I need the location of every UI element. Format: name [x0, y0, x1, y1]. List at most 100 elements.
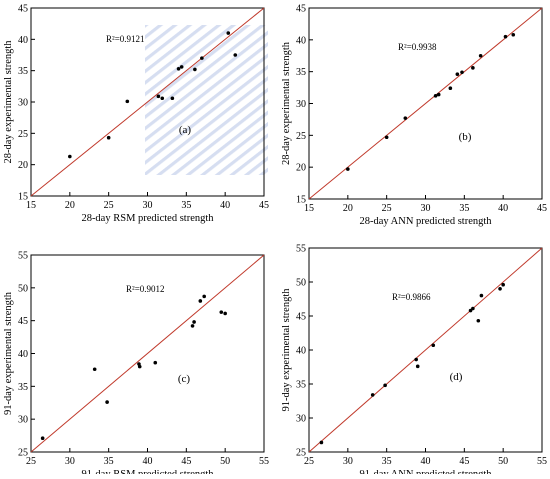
x-tick-label: 50 [498, 456, 508, 467]
x-tick-label: 40 [421, 456, 431, 467]
fit-line [30, 254, 265, 453]
data-point [476, 318, 481, 323]
data-point [190, 324, 195, 328]
data-point [160, 96, 165, 101]
x-tick-label: 35 [382, 456, 392, 467]
data-point [105, 400, 109, 404]
x-tick-label: 15 [304, 203, 314, 214]
y-tick-label: 30 [18, 98, 28, 109]
y-axis-label: 91-day experimental strength [3, 291, 14, 415]
panel-label: (c) [178, 373, 191, 385]
data-point [511, 32, 516, 37]
y-tick-label: 55 [18, 251, 28, 262]
y-tick-label: 40 [18, 35, 28, 46]
data-point [176, 66, 181, 71]
y-axis-label: 28-day experimental strength [3, 40, 14, 164]
x-tick-label: 25 [26, 456, 36, 467]
data-point [383, 383, 387, 388]
data-point [436, 92, 441, 97]
chart-panel-3: 25 30 35 40 45 50 55 25 30 35 40 45 50 55 91-day RSM p… [3, 251, 269, 479]
x-tick-label: 45 [537, 203, 547, 214]
data-point [431, 343, 436, 348]
y-tick-label: 25 [18, 129, 28, 140]
y-tick-label: 25 [296, 131, 306, 142]
y-tick-label: 15 [296, 195, 306, 206]
data-point [153, 360, 158, 365]
y-tick-label: 45 [18, 4, 28, 15]
data-point [471, 306, 475, 311]
x-tick-label: 25 [104, 200, 114, 211]
y-tick-label: 40 [296, 35, 306, 46]
x-tick-label: 40 [143, 456, 153, 467]
y-tick-label: 40 [296, 346, 306, 357]
x-tick-label: 40 [498, 203, 508, 214]
x-tick-label: 20 [343, 203, 353, 214]
data-point [125, 99, 130, 104]
x-tick-label: 30 [143, 200, 153, 211]
x-tick-label: 45 [181, 456, 191, 467]
x-tick-label: 35 [181, 200, 191, 211]
data-point [198, 299, 203, 303]
r-squared-annotation: R²=0.9938 [398, 42, 437, 52]
x-tick-label: 45 [459, 456, 469, 467]
x-tick-label: 50 [220, 456, 230, 467]
data-point [415, 364, 420, 369]
x-axis-label: 91-day ANN predicted strength [359, 469, 492, 474]
y-tick-label: 35 [18, 66, 28, 77]
x-axis-label: 28-day ANN predicted strength [359, 216, 492, 227]
data-point [223, 311, 227, 316]
x-tick-label: 30 [421, 203, 431, 214]
data-point [448, 86, 453, 91]
y-tick-label: 15 [18, 192, 28, 203]
data-point [68, 154, 72, 159]
data-point [92, 367, 97, 372]
y-tick-label: 45 [296, 312, 306, 323]
y-tick-label: 40 [18, 349, 28, 360]
y-axis-label: 91-day experimental strength [281, 288, 292, 412]
data-point [460, 70, 464, 75]
x-tick-label: 40 [220, 200, 230, 211]
data-point [501, 282, 505, 287]
data-point [219, 310, 224, 314]
data-point [433, 94, 438, 98]
data-point [193, 67, 197, 72]
y-tick-label: 55 [296, 244, 306, 255]
data-point [414, 357, 418, 362]
y-tick-label: 50 [18, 283, 28, 294]
y-tick-label: 25 [296, 448, 306, 459]
y-tick-label: 35 [296, 380, 306, 391]
fit-line [308, 247, 543, 453]
data-point [319, 440, 324, 445]
x-tick-label: 55 [259, 456, 269, 467]
chart-panel-4: 25 30 35 40 45 50 55 25 30 35 40 45 50 55 91-day ANN p… [281, 244, 547, 479]
fit-line [308, 7, 543, 200]
y-axis-label: 28-day experimental strength [281, 41, 292, 165]
data-point [170, 96, 175, 101]
y-tick-label: 30 [296, 99, 306, 110]
y-tick-label: 20 [296, 163, 306, 174]
panel-label: (a) [179, 124, 192, 136]
y-tick-label: 30 [18, 415, 28, 426]
y-tick-label: 45 [18, 316, 28, 327]
data-point [233, 53, 238, 57]
data-point [137, 364, 142, 369]
data-point [503, 34, 508, 39]
r-squared-annotation: R²=0.9866 [392, 292, 431, 302]
data-point [200, 56, 204, 60]
data-point [106, 135, 111, 140]
x-tick-label: 15 [26, 200, 36, 211]
data-point [384, 135, 389, 140]
data-point [179, 65, 184, 69]
data-point [370, 393, 375, 397]
data-point [478, 53, 483, 58]
x-tick-label: 25 [304, 456, 314, 467]
panel-label: (d) [450, 371, 463, 383]
y-tick-label: 45 [296, 4, 306, 15]
data-point [498, 287, 502, 291]
data-point [468, 308, 473, 313]
x-tick-label: 30 [65, 456, 75, 467]
panel-label: (b) [459, 131, 472, 143]
x-tick-label: 20 [65, 200, 75, 211]
